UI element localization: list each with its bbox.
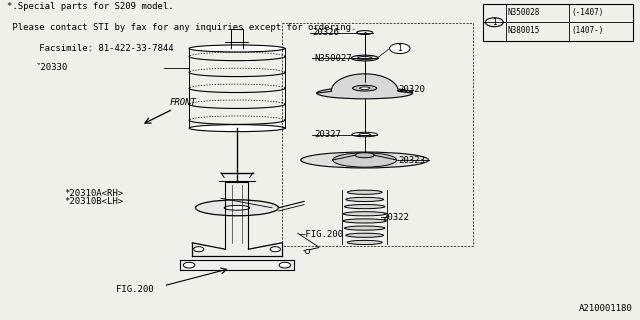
Ellipse shape xyxy=(189,45,285,52)
Text: FIG.200: FIG.200 xyxy=(116,284,153,293)
Ellipse shape xyxy=(348,190,382,194)
Circle shape xyxy=(270,247,280,252)
Text: N380015: N380015 xyxy=(508,26,540,35)
Circle shape xyxy=(390,44,410,53)
Text: *20310B<LH>: *20310B<LH> xyxy=(65,197,124,206)
Ellipse shape xyxy=(353,85,377,91)
Text: Facsimile: 81-422-33-7844: Facsimile: 81-422-33-7844 xyxy=(7,44,173,53)
Ellipse shape xyxy=(351,55,378,61)
Ellipse shape xyxy=(346,197,383,202)
Circle shape xyxy=(193,247,204,252)
Text: *20310A<RH>: *20310A<RH> xyxy=(65,189,124,198)
Ellipse shape xyxy=(333,153,397,167)
Ellipse shape xyxy=(301,152,429,168)
Circle shape xyxy=(279,262,291,268)
Text: (1407-): (1407-) xyxy=(571,26,604,35)
Ellipse shape xyxy=(358,56,372,60)
Ellipse shape xyxy=(343,212,387,216)
Text: Please contact STI by fax for any inquiries except for ordering.: Please contact STI by fax for any inquir… xyxy=(7,23,356,32)
Text: (-1407): (-1407) xyxy=(571,8,604,17)
Circle shape xyxy=(183,262,195,268)
Text: 20323: 20323 xyxy=(399,156,426,164)
Text: ―FIG.200: ―FIG.200 xyxy=(300,230,342,239)
Ellipse shape xyxy=(352,132,378,137)
Ellipse shape xyxy=(317,87,413,99)
Ellipse shape xyxy=(189,124,285,132)
Text: 20320: 20320 xyxy=(399,85,426,94)
Text: A210001180: A210001180 xyxy=(579,304,633,313)
Ellipse shape xyxy=(195,200,278,216)
Ellipse shape xyxy=(224,205,250,210)
Ellipse shape xyxy=(359,133,371,136)
Text: 1: 1 xyxy=(492,18,497,27)
Ellipse shape xyxy=(344,226,385,230)
Text: 20327: 20327 xyxy=(314,130,341,139)
Text: 20326: 20326 xyxy=(312,28,339,37)
Ellipse shape xyxy=(348,240,382,244)
Text: N350028: N350028 xyxy=(508,8,540,17)
Text: 1: 1 xyxy=(397,44,402,53)
Ellipse shape xyxy=(343,219,387,223)
Text: 20322: 20322 xyxy=(383,213,410,222)
Ellipse shape xyxy=(360,87,370,90)
Ellipse shape xyxy=(344,204,385,209)
Ellipse shape xyxy=(356,31,372,35)
Ellipse shape xyxy=(355,153,374,158)
Text: ‶20330: ‶20330 xyxy=(36,63,68,72)
Text: N350027: N350027 xyxy=(314,53,352,62)
Ellipse shape xyxy=(346,233,383,237)
Text: FRONT: FRONT xyxy=(170,99,197,108)
Text: *.Special parts for S209 model.: *.Special parts for S209 model. xyxy=(7,2,173,11)
Bar xyxy=(483,4,633,41)
